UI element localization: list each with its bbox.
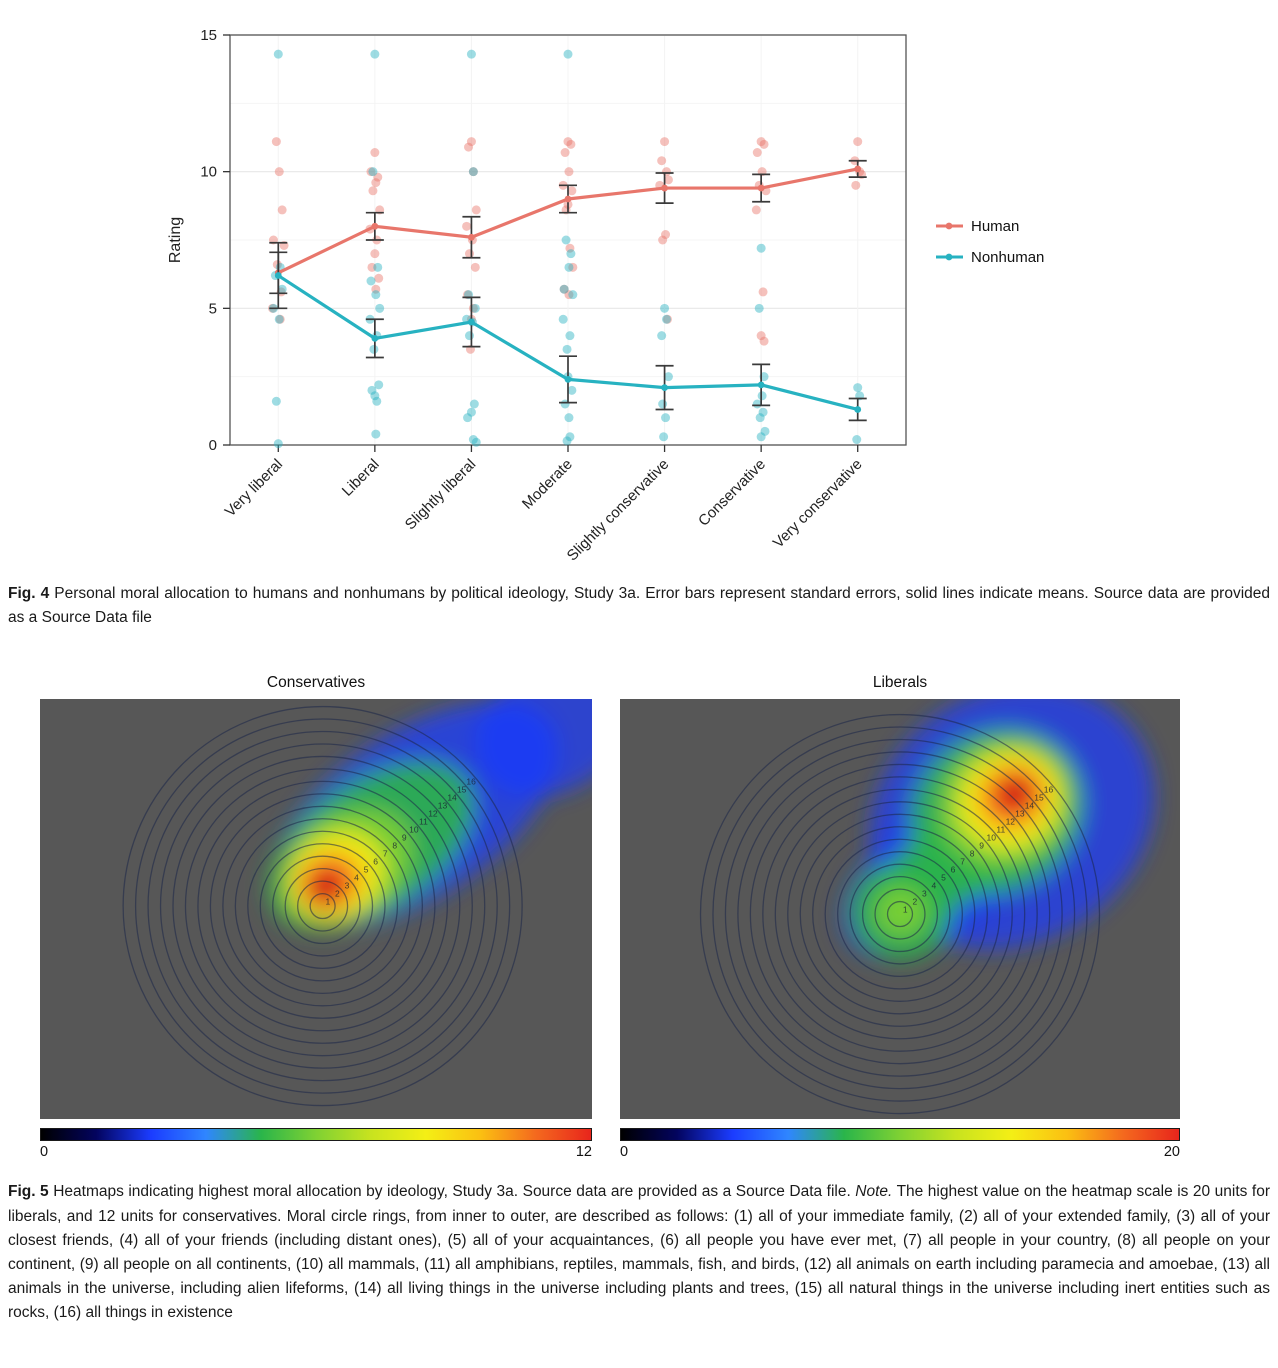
- colorbar-liberals-min: 0: [620, 1144, 629, 1161]
- svg-text:14: 14: [1025, 801, 1035, 811]
- moral-circle-rings: [699, 714, 1101, 1115]
- x-tick-label: Liberal: [339, 456, 383, 500]
- figure-4: 0 5 10 15 Rating Very liberal Liberal Slightly …: [8, 10, 1270, 630]
- svg-text:4: 4: [932, 881, 937, 891]
- fig5-caption-text-1: Heatmaps indicating highest moral alloca…: [48, 1183, 856, 1201]
- svg-text:11: 11: [419, 817, 428, 827]
- heat-blob: [268, 699, 592, 931]
- y-tick-label: 15: [200, 27, 217, 44]
- fig5-caption: Fig. 5 Heatmaps indicating highest moral…: [8, 1180, 1270, 1325]
- colorbar-conservatives-labels: 0 12: [40, 1144, 592, 1160]
- fig4-caption-text: Personal moral allocation to humans and …: [8, 585, 1271, 627]
- moral-circle-rings: [122, 706, 523, 1107]
- heatmap-conservatives-title: Conservatives: [266, 674, 366, 692]
- colorbar-conservatives-max: 12: [575, 1144, 592, 1161]
- x-tick-label: Slightly conservative: [564, 456, 673, 565]
- svg-text:4: 4: [354, 873, 359, 883]
- svg-text:5: 5: [364, 865, 369, 875]
- svg-text:15: 15: [457, 785, 467, 795]
- x-tick-label: Very liberal: [222, 456, 286, 520]
- svg-text:15: 15: [1034, 793, 1044, 803]
- x-tick-label: Slightly liberal: [402, 456, 479, 533]
- y-tick-label: 5: [209, 300, 217, 317]
- svg-text:7: 7: [960, 857, 965, 867]
- colorbar-liberals: [620, 1128, 1180, 1142]
- svg-text:2: 2: [912, 897, 917, 907]
- svg-text:16: 16: [1044, 785, 1054, 795]
- svg-text:10: 10: [409, 825, 419, 835]
- svg-text:9: 9: [402, 833, 407, 843]
- x-tick-label: Very conservative: [770, 456, 866, 552]
- svg-text:13: 13: [1015, 809, 1025, 819]
- svg-text:13: 13: [438, 801, 448, 811]
- svg-text:2: 2: [335, 889, 340, 899]
- fig5-caption-label: Fig. 5: [8, 1183, 49, 1201]
- legend-label: Nonhuman: [971, 249, 1044, 266]
- svg-text:5: 5: [941, 873, 946, 883]
- fig5-note-label: Note.: [855, 1183, 893, 1201]
- y-tick-label: 0: [209, 437, 217, 454]
- svg-text:8: 8: [970, 849, 975, 859]
- colorbar-liberals-max: 20: [1163, 1144, 1180, 1161]
- svg-text:3: 3: [345, 881, 350, 891]
- legend-label: Human: [971, 218, 1019, 235]
- figure-5: Conservatives 1 2 3 4 5 6 7 8 9 10 11 12 13 14 15 16 0 …: [8, 674, 1270, 1325]
- svg-text:14: 14: [447, 793, 457, 803]
- colorbar-liberals-labels: 0 20: [620, 1144, 1180, 1160]
- x-tick-label: Conservative: [695, 456, 769, 530]
- svg-text:16: 16: [466, 777, 476, 787]
- heatmaps-row: Conservatives 1 2 3 4 5 6 7 8 9 10 11 12 13 14 15 16 0 …: [8, 674, 1270, 1160]
- series-nonhuman: [269, 241, 867, 422]
- svg-text:1: 1: [903, 905, 908, 915]
- fig4-line-chart: 0 5 10 15 Rating Very liberal Liberal Slightly …: [167, 27, 1044, 565]
- colorbar-conservatives-min: 0: [40, 1144, 49, 1161]
- fig4-legend: Human Nonhuman: [936, 218, 1044, 266]
- y-axis-label: Rating: [167, 217, 184, 263]
- svg-text:6: 6: [951, 865, 956, 875]
- svg-text:7: 7: [383, 849, 388, 859]
- svg-text:8: 8: [392, 841, 397, 851]
- svg-text:3: 3: [922, 889, 927, 899]
- heatmap-liberals-block: Liberals 1 2 3 4 5 6 7 8 9 10 11 12 13 14 15 16 0 20: [620, 674, 1180, 1160]
- heatmap-liberals-title: Liberals: [872, 674, 928, 692]
- fig4-caption: Fig. 4 Personal moral allocation to huma…: [8, 582, 1270, 630]
- fig4-caption-label: Fig. 4: [8, 585, 50, 602]
- svg-text:12: 12: [1006, 817, 1016, 827]
- colorbar-conservatives: [40, 1128, 592, 1142]
- svg-text:6: 6: [373, 857, 378, 867]
- heatmap-conservatives-block: Conservatives 1 2 3 4 5 6 7 8 9 10 11 12 13 14 15 16 0 …: [40, 674, 592, 1160]
- x-tick-label: Moderate: [519, 456, 576, 513]
- svg-text:12: 12: [428, 809, 438, 819]
- svg-text:10: 10: [986, 833, 996, 843]
- svg-text:1: 1: [326, 897, 331, 907]
- fig5-caption-text-2: The highest value on the heatmap scale i…: [8, 1183, 1270, 1322]
- svg-text:9: 9: [979, 841, 984, 851]
- heat-blob: [839, 699, 1155, 960]
- svg-text:11: 11: [996, 825, 1005, 835]
- y-tick-label: 10: [200, 164, 217, 181]
